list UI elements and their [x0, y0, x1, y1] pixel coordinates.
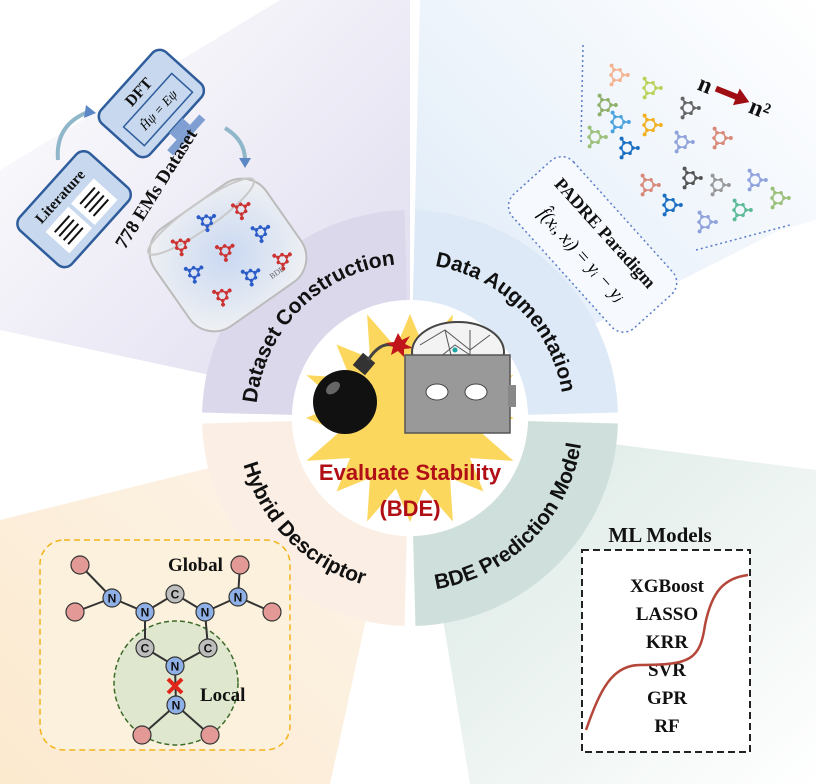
ml-model-item: RF [654, 716, 679, 737]
cycle-arrow-up [55, 110, 89, 161]
molecule-icon [196, 213, 217, 233]
molecule-icon [214, 243, 235, 262]
atom-n: N [165, 656, 185, 676]
molecule-icon [747, 168, 768, 192]
molecule-icon [272, 252, 292, 271]
molecule-icon [609, 63, 630, 87]
atom-o [200, 725, 220, 745]
book-icon [45, 178, 118, 254]
ml-model-item: XGBoost [630, 576, 705, 597]
literature-card: Literature [16, 149, 133, 269]
bomb-icon [313, 333, 413, 434]
atom-n: N [166, 695, 186, 715]
svg-text:N: N [201, 606, 210, 620]
center-title: Evaluate Stability [319, 460, 502, 485]
center-subtitle: (BDE) [379, 496, 440, 521]
molecule-icon [619, 136, 640, 160]
ml-model-item: GPR [647, 688, 687, 709]
atom-n: N [102, 588, 122, 608]
svg-text:C: C [141, 642, 150, 656]
dataset-cylinder: BDE [147, 177, 308, 333]
molecule-icon [240, 268, 261, 287]
ml-model-item: LASSO [636, 604, 698, 625]
molecule-icon [662, 193, 683, 217]
arrowhead [239, 158, 251, 168]
atom-o [65, 602, 85, 622]
ring-segment-prediction [413, 421, 618, 626]
svg-text:C: C [204, 642, 213, 656]
atom-c: C [198, 638, 218, 658]
atom-c: C [135, 638, 155, 658]
molecule-icon [732, 198, 753, 222]
molecule-icon [642, 113, 663, 137]
molecule-icon [183, 265, 204, 284]
molecule-icon [170, 238, 191, 257]
ring-segment-descriptor [202, 421, 407, 626]
atom-c: C [165, 584, 185, 604]
local-label: Local [200, 685, 245, 706]
atom-o [70, 555, 90, 575]
atom-n: N [135, 602, 155, 622]
ring-segment-dataset [202, 210, 407, 415]
svg-text:N: N [141, 606, 150, 620]
atom-o [132, 725, 152, 745]
molecule-icon [610, 110, 631, 134]
molecule-icon [642, 76, 663, 100]
svg-text:N: N [234, 591, 243, 605]
svg-text:N: N [108, 592, 117, 606]
molecule-icon [587, 125, 608, 149]
svg-text:N: N [172, 699, 181, 713]
molecule-icon [710, 173, 731, 197]
molecule-pool [587, 63, 791, 234]
atom-n: N [195, 602, 215, 622]
ml-curve [584, 573, 749, 731]
molecule-icon [597, 93, 618, 117]
cycle-arrow-down [223, 126, 247, 161]
molecule-icon [770, 186, 791, 210]
molecule-icon [680, 96, 701, 120]
molecule-icon [640, 173, 661, 197]
bond-break-icon [166, 677, 184, 695]
molecule-icon [712, 126, 733, 150]
molecule-structure: N N C N C C N N N [65, 555, 282, 745]
molecule-icon [230, 202, 251, 221]
svg-text:C: C [171, 588, 180, 602]
atom-o [230, 555, 250, 575]
molecule-icon [682, 166, 703, 190]
arrowhead [84, 105, 96, 118]
molecule-icon [674, 130, 695, 154]
molecule-icon [697, 210, 718, 234]
ml-box [581, 549, 751, 753]
dft-monitor: DFT Ĥψ = Eψ [97, 48, 206, 159]
molecule-icon [250, 224, 271, 244]
atom-o [262, 602, 282, 622]
svg-text:N: N [171, 660, 180, 674]
atom-n: N [228, 587, 248, 607]
ring [202, 210, 618, 626]
ring-segment-augmentation [413, 210, 618, 415]
global-label: Global [168, 555, 223, 576]
molecule-pool-border [580, 44, 791, 251]
ml-title: ML Models [608, 523, 711, 547]
robot-brain-icon [404, 321, 516, 434]
arrow-icon [714, 85, 740, 101]
ml-model-item: KRR [646, 632, 689, 653]
molecule-icon [212, 288, 232, 307]
